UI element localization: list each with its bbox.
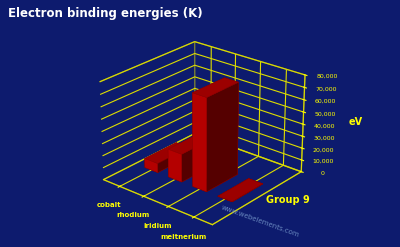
Text: www.webelements.com: www.webelements.com [220,204,300,238]
Text: Group 9: Group 9 [266,195,310,205]
Text: Electron binding energies (K): Electron binding energies (K) [8,7,203,21]
